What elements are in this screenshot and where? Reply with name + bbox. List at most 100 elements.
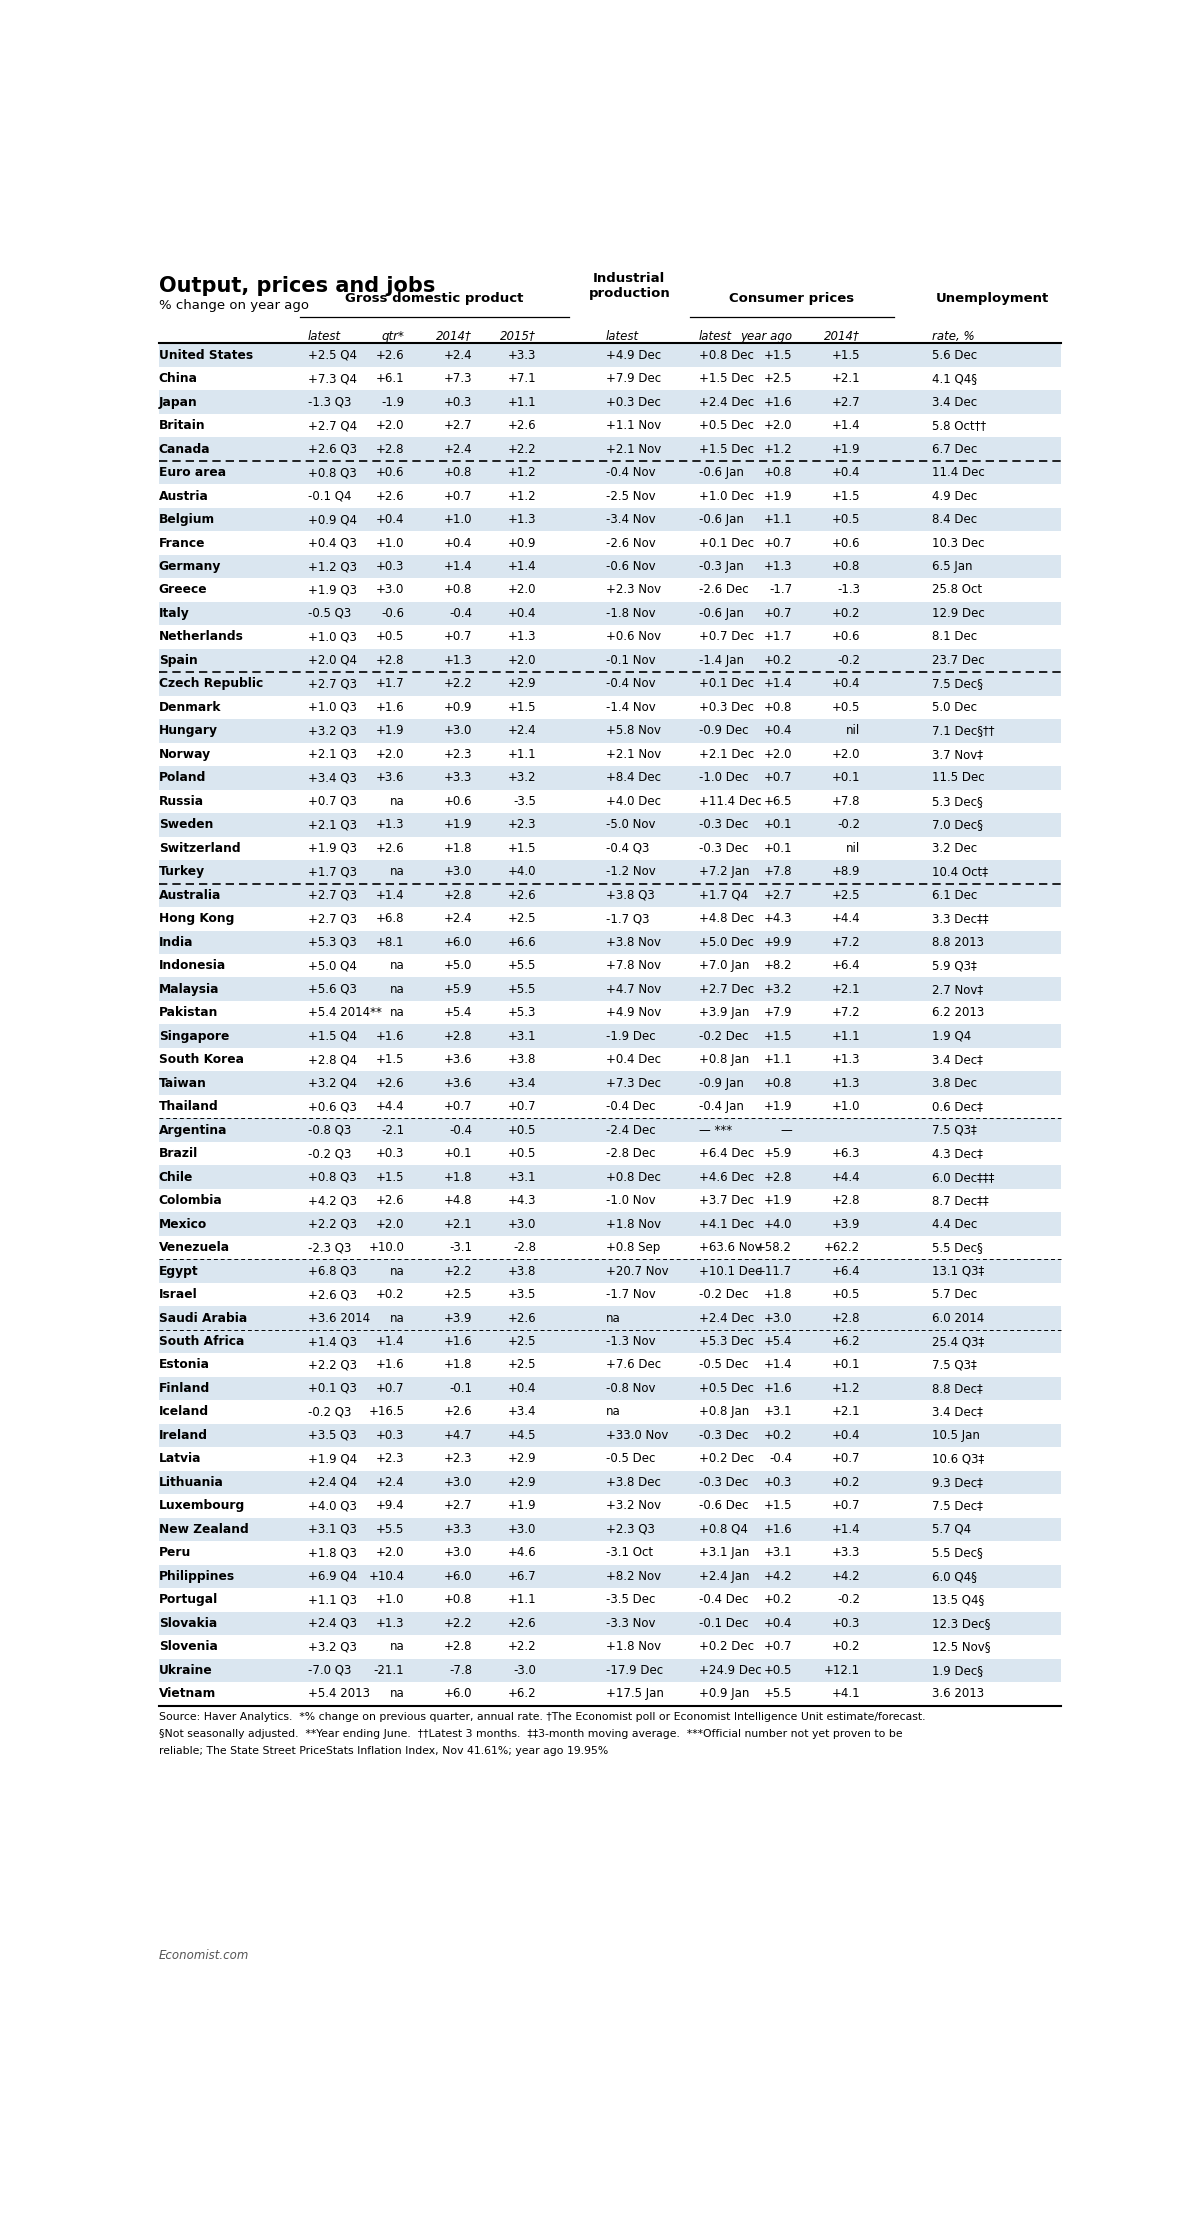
- Text: +3.3: +3.3: [832, 1547, 860, 1558]
- Text: 4.9 Dec: 4.9 Dec: [932, 491, 977, 502]
- Text: +5.0 Dec: +5.0 Dec: [699, 937, 754, 948]
- Text: Philippines: Philippines: [158, 1570, 234, 1583]
- Text: +7.6 Dec: +7.6 Dec: [606, 1359, 662, 1372]
- Text: +5.3: +5.3: [508, 1006, 537, 1019]
- Text: 8.1 Dec: 8.1 Dec: [932, 630, 977, 644]
- Text: -1.3 Q3: -1.3 Q3: [308, 395, 351, 408]
- Text: +0.7: +0.7: [764, 537, 793, 551]
- Text: +2.7: +2.7: [832, 395, 860, 408]
- Text: +6.6: +6.6: [508, 937, 537, 948]
- Text: +2.8: +2.8: [376, 442, 405, 455]
- Text: +3.0: +3.0: [444, 1476, 472, 1490]
- Text: +0.3: +0.3: [376, 1148, 405, 1161]
- Text: Output, prices and jobs: Output, prices and jobs: [158, 275, 436, 295]
- Text: +2.0: +2.0: [376, 1547, 405, 1558]
- Text: +0.8 Sep: +0.8 Sep: [606, 1241, 660, 1254]
- Text: 2015†: 2015†: [500, 329, 537, 342]
- Text: +3.0: +3.0: [508, 1523, 537, 1536]
- Text: +1.4: +1.4: [763, 677, 793, 690]
- Text: -0.4: -0.4: [449, 606, 472, 619]
- Text: Slovakia: Slovakia: [158, 1616, 217, 1629]
- Text: +1.5: +1.5: [764, 1030, 793, 1043]
- Text: Saudi Arabia: Saudi Arabia: [158, 1312, 248, 1325]
- Text: +3.0: +3.0: [376, 584, 405, 597]
- Text: +7.3: +7.3: [444, 373, 472, 384]
- Text: +1.6: +1.6: [763, 1383, 793, 1394]
- Text: +0.2: +0.2: [764, 1594, 793, 1607]
- Text: +1.1 Q3: +1.1 Q3: [308, 1594, 357, 1607]
- Text: Hong Kong: Hong Kong: [158, 912, 234, 926]
- Text: +2.1 Q3: +2.1 Q3: [308, 748, 357, 761]
- Text: -1.4 Jan: -1.4 Jan: [699, 655, 744, 666]
- Text: +0.4 Q3: +0.4 Q3: [308, 537, 357, 551]
- Text: +0.8 Dec: +0.8 Dec: [699, 349, 754, 362]
- Text: +5.3 Dec: +5.3 Dec: [699, 1334, 754, 1348]
- Text: +2.1 Nov: +2.1 Nov: [606, 748, 662, 761]
- Text: -0.2 Q3: -0.2 Q3: [308, 1148, 351, 1161]
- Text: +17.5 Jan: +17.5 Jan: [606, 1687, 664, 1701]
- Text: +1.3: +1.3: [764, 559, 793, 573]
- Text: +3.1: +3.1: [764, 1405, 793, 1419]
- Text: +1.4: +1.4: [376, 888, 405, 901]
- Text: Hungary: Hungary: [158, 724, 218, 737]
- Text: +2.8 Q4: +2.8 Q4: [308, 1052, 357, 1066]
- Bar: [158, 1212, 1061, 1237]
- Text: +1.6: +1.6: [376, 702, 405, 715]
- Bar: [158, 930, 1061, 955]
- Text: 12.3 Dec§: 12.3 Dec§: [932, 1616, 990, 1629]
- Text: +0.1: +0.1: [444, 1148, 472, 1161]
- Text: 8.8 2013: 8.8 2013: [932, 937, 983, 948]
- Text: 3.4 Dec‡: 3.4 Dec‡: [932, 1405, 983, 1419]
- Text: +4.0 Dec: +4.0 Dec: [606, 795, 660, 808]
- Text: -0.2: -0.2: [838, 655, 860, 666]
- Text: +4.3: +4.3: [508, 1194, 537, 1208]
- Text: +0.2: +0.2: [376, 1288, 405, 1301]
- Text: +3.9 Jan: +3.9 Jan: [699, 1006, 750, 1019]
- Text: +2.9: +2.9: [508, 1476, 537, 1490]
- Text: +1.3: +1.3: [508, 630, 537, 644]
- Text: +2.6: +2.6: [376, 491, 405, 502]
- Text: +7.3 Q4: +7.3 Q4: [308, 373, 357, 384]
- Text: +1.1: +1.1: [763, 513, 793, 526]
- Text: +2.4: +2.4: [376, 1476, 405, 1490]
- Bar: [158, 462, 1061, 484]
- Bar: [158, 508, 1061, 531]
- Text: reliable; The State Street PriceStats Inflation Index, Nov 41.61%; year ago 19.9: reliable; The State Street PriceStats In…: [158, 1745, 608, 1756]
- Text: +3.0: +3.0: [444, 866, 472, 879]
- Text: na: na: [390, 866, 405, 879]
- Text: +0.8: +0.8: [764, 1077, 793, 1090]
- Text: 10.6 Q3‡: 10.6 Q3‡: [932, 1452, 984, 1465]
- Text: +6.4: +6.4: [832, 959, 860, 972]
- Text: Ukraine: Ukraine: [158, 1663, 213, 1676]
- Text: +2.6: +2.6: [444, 1405, 472, 1419]
- Text: rate, %: rate, %: [932, 329, 975, 342]
- Text: +1.1: +1.1: [508, 1594, 537, 1607]
- Text: +4.1 Dec: +4.1 Dec: [699, 1217, 754, 1230]
- Text: India: India: [158, 937, 193, 948]
- Text: +2.3: +2.3: [376, 1452, 405, 1465]
- Text: +2.9: +2.9: [508, 677, 537, 690]
- Text: +0.1: +0.1: [764, 841, 793, 855]
- Text: -2.6 Dec: -2.6 Dec: [699, 584, 749, 597]
- Text: -0.3 Dec: -0.3 Dec: [699, 819, 749, 830]
- Text: +1.8: +1.8: [444, 1170, 472, 1183]
- Text: South Korea: South Korea: [158, 1052, 244, 1066]
- Text: +0.6 Q3: +0.6 Q3: [308, 1101, 357, 1112]
- Text: latest: latest: [606, 329, 639, 342]
- Text: qtr*: qtr*: [382, 329, 405, 342]
- Text: Mexico: Mexico: [158, 1217, 207, 1230]
- Text: na: na: [390, 1312, 405, 1325]
- Text: +2.1: +2.1: [832, 373, 860, 384]
- Text: +1.8: +1.8: [444, 841, 472, 855]
- Text: +3.0: +3.0: [444, 1547, 472, 1558]
- Text: +1.9: +1.9: [508, 1498, 537, 1512]
- Text: +0.1: +0.1: [832, 1359, 860, 1372]
- Text: +4.6 Dec: +4.6 Dec: [699, 1170, 754, 1183]
- Text: -1.7 Nov: -1.7 Nov: [606, 1288, 656, 1301]
- Text: +0.8 Q3: +0.8 Q3: [308, 466, 356, 480]
- Text: +2.8: +2.8: [444, 888, 472, 901]
- Text: +1.7: +1.7: [376, 677, 405, 690]
- Text: +4.0: +4.0: [764, 1217, 793, 1230]
- Text: nil: nil: [846, 724, 860, 737]
- Text: +3.1 Q3: +3.1 Q3: [308, 1523, 357, 1536]
